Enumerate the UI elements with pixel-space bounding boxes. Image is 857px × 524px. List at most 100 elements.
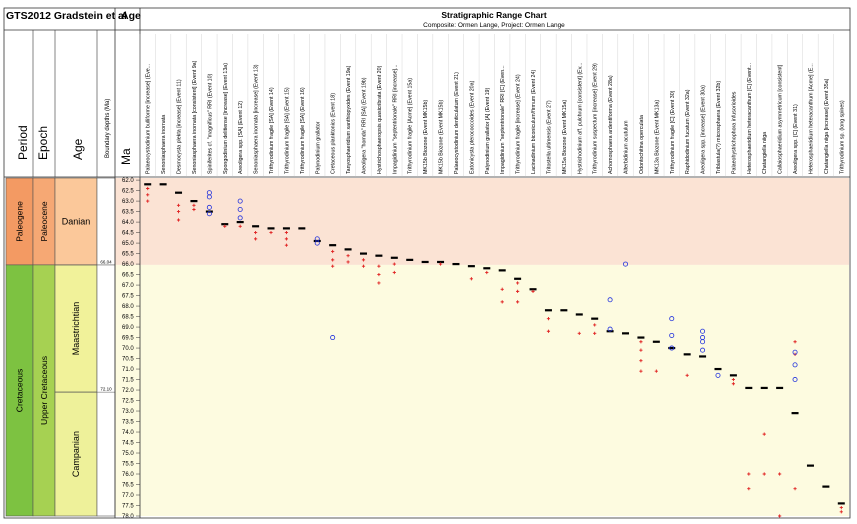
occurrence-plus [546,329,551,333]
taxon-label: Impagidinium "septentrionale" RRI [incre… [392,65,398,174]
occurrence-plus [839,506,843,510]
event-dash [236,220,244,224]
event-dash [329,244,337,247]
occurrence-plus [593,331,597,335]
taxon-label: Senoniasphaera inornata [161,115,167,174]
taxon-label: Spongodinium delitiense [increase] (Even… [223,63,229,174]
occurrence-circle [607,297,613,303]
event-dash [175,191,183,194]
event-dash [514,277,522,280]
occurrence-plus [593,323,597,327]
taxon-label: Palynodinium grallator [A] (Event 19) [485,88,491,174]
taxon-label: Tanyosphaeridium xanthiopyxides (Event 1… [346,65,352,174]
occurrence-plus [377,272,381,277]
occurrence-circle [715,372,721,378]
taxon-label: Areoligera spp. [increase] (Event 30a) [701,85,707,174]
chart-frame [3,7,851,519]
occurrence-plus [639,369,643,373]
event-dash [806,464,814,467]
y-tick-label: 69.0 [122,325,134,331]
event-dash [483,267,491,270]
occurrence-plus [747,487,751,491]
y-tick-label: 66.5 [122,273,134,279]
event-dash [344,248,352,251]
taxon-label: MK15b Biozone (Event MK15b) [439,100,445,174]
event-dash [699,355,707,358]
occurrence-plus [546,317,551,321]
occurrence-plus [176,203,181,207]
boundary-column [96,177,116,517]
occurrence-plus [654,369,658,373]
occurrence-plus [762,432,766,436]
occurrence-plus [192,207,196,212]
occurrence-circle [669,345,675,351]
occurrence-circle [669,316,675,322]
epoch-cell-label: Upper Cretaceous [39,356,49,425]
cretaceous-band [115,264,849,516]
taxon-label: Raphidodinium fucatum (Event 32a) [685,89,691,174]
event-dash [729,374,737,377]
event-dash [776,386,784,390]
event-dash [591,317,599,320]
occurrence-circle [700,347,706,353]
y-tick-label: 70.5 [122,357,134,363]
event-dash [791,412,799,415]
taxon-label: Spiniferites cf. "magnificus" RRI (Event… [207,73,213,174]
occurrence-circle [237,198,243,204]
y-tick-label: 67.0 [122,283,134,289]
occurrence-plus [793,340,797,344]
occurrence-plus [639,359,643,363]
boundary-label: 66.04 [100,259,112,264]
event-dash [252,225,260,228]
taxon-label: Impagidinium "septentrionale" RRI [C] (E… [500,65,506,174]
age-cell-label: Campanian [71,431,81,477]
taxon-label: Chatangiella niiga [increase] (Event 35a… [824,78,830,174]
y-tick-label: 78.0 [122,514,134,520]
taxon-label: Palaeohystrichophora infusorioides [731,91,737,174]
period-header: Period [16,125,30,160]
ma-header: Ma [119,148,133,165]
chart-subtitle: Composite: Ormen Lange, Project: Ormen L… [423,22,565,29]
occurrence-plus [516,281,520,285]
event-dash [390,256,398,259]
occurrence-circle [206,211,212,217]
occurrence-plus [176,218,181,222]
occurrence-plus [531,289,535,293]
event-dash [652,340,660,343]
y-tick-label: 64.0 [122,220,134,226]
occurrence-plus [577,331,581,335]
occurrence-plus [793,487,797,491]
event-dash [298,227,306,230]
taxon-label: Areoligera spp. [C] (Event 31) [793,104,799,174]
age-cell-label: Maastrichtian [71,302,81,356]
occurrence-circle [623,261,629,267]
occurrence-plus [146,193,150,197]
occurrence-plus [516,300,520,304]
taxon-label: Desmocysta plekta [increase] (Event 11) [177,79,183,174]
event-dash [837,502,845,505]
occurrence-plus [223,224,227,228]
event-dash [282,227,290,230]
event-dash [421,260,429,264]
occurrence-circle [237,206,243,212]
event-dash [406,258,414,261]
occurrence-plus [639,340,643,344]
y-tick-label: 73.0 [122,409,134,415]
occurrence-plus [192,203,196,207]
taxon-label: Callaiosphaeridium asymmetricum [consist… [778,64,784,174]
source-title: GTS2012 Gradstein et al [6,10,127,22]
event-dash [467,265,475,268]
occurrence-circle [607,326,613,332]
occurrence-circle [237,215,243,221]
taxon-labels: Palaeocystodinium bulliforme [increase] … [139,34,845,177]
occurrence-plus [469,277,473,281]
occurrence-plus [346,260,350,264]
occurrence-circle [792,362,798,368]
y-tick-label: 62.0 [122,178,134,184]
occurrence-plus [778,514,782,518]
y-tick-label: 68.0 [122,304,134,310]
occurrence-circle [792,377,798,383]
period-cell-box [5,177,34,266]
y-tick-label: 63.5 [122,210,134,216]
